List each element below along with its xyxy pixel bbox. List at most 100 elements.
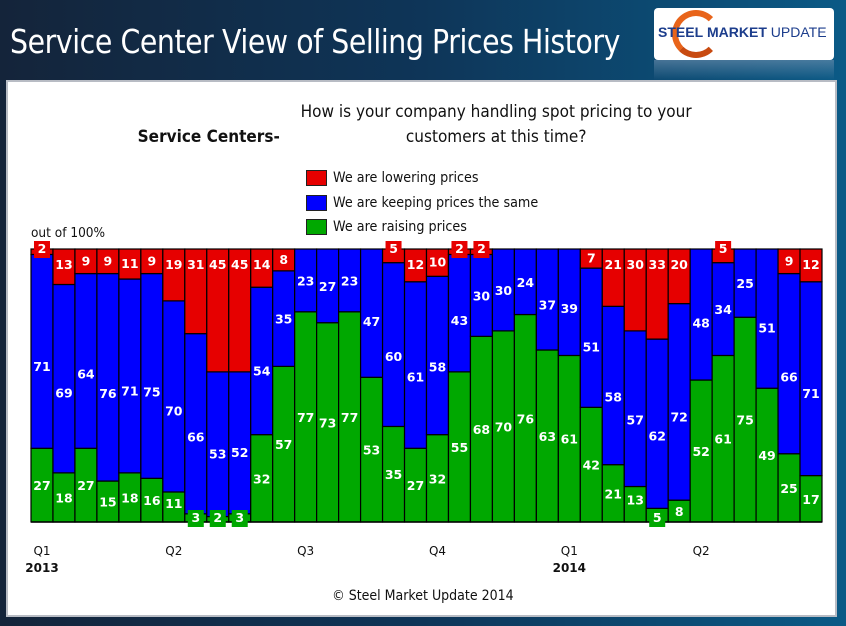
bar-keeping bbox=[250, 286, 274, 436]
data-label-keeping: 51 bbox=[583, 340, 600, 355]
data-label-lowering: 8 bbox=[279, 252, 288, 267]
bar-keeping bbox=[118, 278, 142, 474]
data-label-raising: 27 bbox=[407, 478, 424, 493]
data-label-keeping: 47 bbox=[363, 314, 380, 329]
bar-keeping bbox=[184, 333, 208, 515]
data-label-raising: 49 bbox=[758, 448, 775, 463]
bar-keeping bbox=[645, 338, 669, 509]
x-tick-quarter: Q2 bbox=[165, 544, 182, 558]
data-label-raising: 8 bbox=[675, 504, 684, 519]
bar-keeping bbox=[206, 371, 230, 518]
bar-keeping bbox=[403, 281, 428, 449]
data-label-raising: 55 bbox=[451, 440, 468, 455]
data-label-keeping: 72 bbox=[670, 410, 687, 425]
bar-keeping bbox=[30, 253, 54, 449]
legend-swatch-keeping bbox=[306, 194, 327, 211]
data-label-keeping: 58 bbox=[429, 359, 446, 374]
bar-keeping bbox=[140, 272, 164, 479]
bar-keeping bbox=[601, 305, 625, 466]
bar-keeping bbox=[74, 272, 98, 449]
data-label-raising: 68 bbox=[473, 422, 490, 437]
data-label-keeping: 64 bbox=[77, 366, 95, 381]
bar-keeping bbox=[425, 275, 450, 436]
logo-text: STEEL MARKET UPDATE bbox=[658, 24, 827, 40]
data-label-keeping: 76 bbox=[99, 386, 117, 401]
data-label-raising: 27 bbox=[77, 478, 94, 493]
data-label-keeping: 71 bbox=[121, 383, 138, 398]
data-label-keeping: 61 bbox=[407, 370, 424, 385]
data-label-box-raising bbox=[187, 510, 204, 527]
data-label-keeping: 70 bbox=[165, 404, 183, 419]
data-label-lowering: 2 bbox=[38, 241, 47, 256]
copyright-text: © Steel Market Update 2014 bbox=[332, 588, 514, 604]
bar-keeping bbox=[623, 330, 647, 488]
data-label-raising: 57 bbox=[275, 437, 292, 452]
data-label-lowering: 11 bbox=[121, 256, 138, 271]
legend-item-lowering: We are lowering prices bbox=[306, 166, 566, 191]
data-label-box-lowering bbox=[451, 241, 468, 258]
data-label-raising: 63 bbox=[539, 429, 556, 444]
data-label-keeping: 60 bbox=[385, 349, 403, 364]
data-label-keeping: 23 bbox=[297, 273, 314, 288]
bar-keeping bbox=[381, 262, 406, 428]
data-label-keeping: 66 bbox=[780, 370, 798, 385]
x-tick-quarter: Q1 bbox=[561, 544, 578, 558]
data-label-keeping: 69 bbox=[55, 386, 72, 401]
data-label-box-lowering bbox=[473, 241, 490, 258]
x-tick-year: 2014 bbox=[553, 561, 586, 575]
data-label-lowering: 5 bbox=[719, 241, 728, 256]
data-label-lowering: 14 bbox=[253, 257, 271, 272]
bar-keeping bbox=[777, 272, 801, 455]
data-label-keeping: 30 bbox=[473, 288, 491, 303]
x-tick-quarter: Q2 bbox=[693, 544, 710, 558]
bar-keeping bbox=[689, 248, 713, 381]
data-label-keeping: 24 bbox=[517, 275, 535, 290]
data-label-box-raising bbox=[649, 510, 666, 527]
data-label-raising: 25 bbox=[780, 481, 797, 496]
bar-keeping bbox=[755, 248, 779, 389]
data-label-keeping: 57 bbox=[627, 412, 644, 427]
data-label-raising: 18 bbox=[121, 490, 138, 505]
x-tick-quarter: Q4 bbox=[429, 544, 446, 558]
data-label-keeping: 51 bbox=[758, 321, 775, 336]
bar-keeping bbox=[52, 283, 76, 474]
data-label-box-lowering bbox=[33, 241, 50, 258]
data-label-keeping: 39 bbox=[561, 301, 578, 316]
data-label-raising: 17 bbox=[802, 492, 819, 507]
data-label-keeping: 25 bbox=[736, 276, 753, 291]
data-label-lowering: 19 bbox=[165, 257, 182, 272]
data-label-raising: 42 bbox=[583, 458, 600, 473]
data-label-lowering: 30 bbox=[627, 257, 645, 272]
data-label-lowering: 5 bbox=[389, 241, 398, 256]
bar-keeping bbox=[667, 303, 691, 501]
data-label-lowering: 12 bbox=[802, 257, 819, 272]
data-label-keeping: 43 bbox=[451, 313, 468, 328]
data-label-lowering: 31 bbox=[187, 257, 204, 272]
data-label-lowering: 2 bbox=[477, 241, 486, 256]
data-label-lowering: 13 bbox=[55, 257, 72, 272]
data-label-lowering: 2 bbox=[455, 241, 464, 256]
data-label-keeping: 53 bbox=[209, 447, 226, 462]
y-axis-label: out of 100% bbox=[31, 225, 106, 241]
data-label-raising: 18 bbox=[55, 490, 72, 505]
data-label-raising: 32 bbox=[253, 471, 270, 486]
data-label-lowering: 9 bbox=[147, 253, 156, 268]
data-label-keeping: 23 bbox=[341, 273, 358, 288]
data-label-raising: 5 bbox=[653, 510, 662, 525]
data-label-lowering: 33 bbox=[649, 257, 666, 272]
bar-keeping bbox=[799, 281, 823, 477]
slide-title: Service Center View of Selling Prices Hi… bbox=[10, 22, 621, 61]
data-label-raising: 3 bbox=[191, 510, 200, 525]
data-label-raising: 2 bbox=[213, 510, 222, 525]
legend-swatch-lowering bbox=[306, 170, 327, 187]
data-label-keeping: 35 bbox=[275, 312, 292, 327]
data-label-keeping: 27 bbox=[319, 279, 336, 294]
data-label-raising: 52 bbox=[692, 444, 709, 459]
data-label-raising: 27 bbox=[33, 478, 50, 493]
chart-title-bold: Service Centers- bbox=[137, 127, 281, 147]
data-label-raising: 76 bbox=[517, 411, 535, 426]
steel-market-update-logo: STEEL MARKET UPDATE bbox=[654, 8, 834, 60]
data-label-keeping: 48 bbox=[692, 316, 709, 331]
data-label-raising: 61 bbox=[714, 432, 731, 447]
data-label-raising: 32 bbox=[429, 471, 446, 486]
